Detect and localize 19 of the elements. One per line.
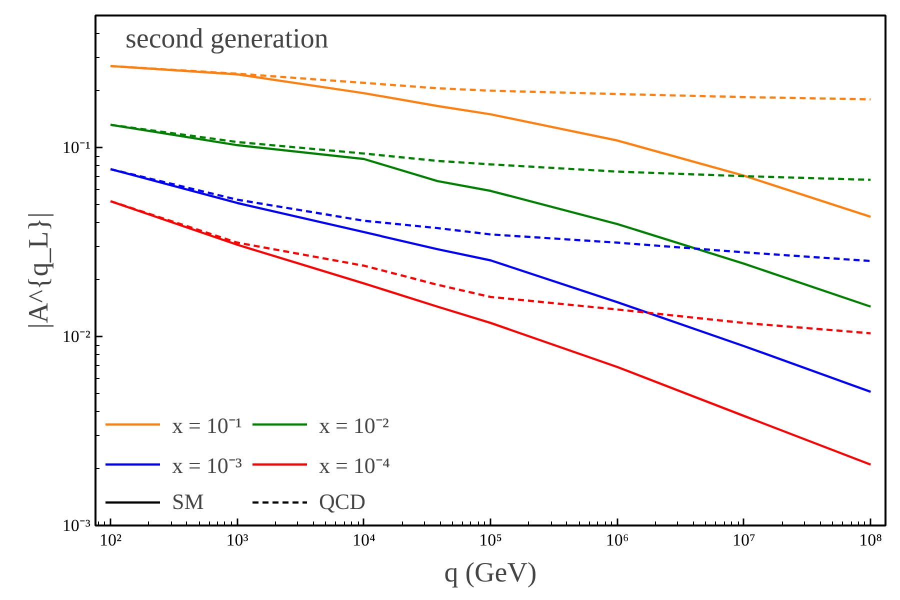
x-tick-label: 10³ <box>226 530 248 550</box>
legend-label: x = 10⁻⁴ <box>319 452 390 479</box>
y-tick-label: 10⁻¹ <box>62 138 91 158</box>
chart-title: second generation <box>126 24 328 54</box>
y-tick-label: 10⁻² <box>62 327 91 346</box>
x-tick-label: 10⁷ <box>732 530 756 550</box>
legend-label: x = 10⁻¹ <box>172 412 242 439</box>
x-tick-label: 10² <box>100 530 122 550</box>
legend-label: x = 10⁻² <box>319 412 390 439</box>
x-tick-label: 10⁵ <box>479 530 502 550</box>
x-axis-title: q (GeV) <box>444 558 537 588</box>
y-axis-title: |A^{q_L}| <box>23 212 54 329</box>
legend-label: QCD <box>319 489 366 515</box>
x-tick-label: 10⁶ <box>606 530 629 550</box>
x-tick-label: 10⁸ <box>859 530 882 550</box>
y-tick-label: 10⁻³ <box>62 516 91 535</box>
legend-label: SM <box>172 489 204 515</box>
x-tick-label: 10⁴ <box>352 530 376 550</box>
legend-label: x = 10⁻³ <box>172 452 242 479</box>
